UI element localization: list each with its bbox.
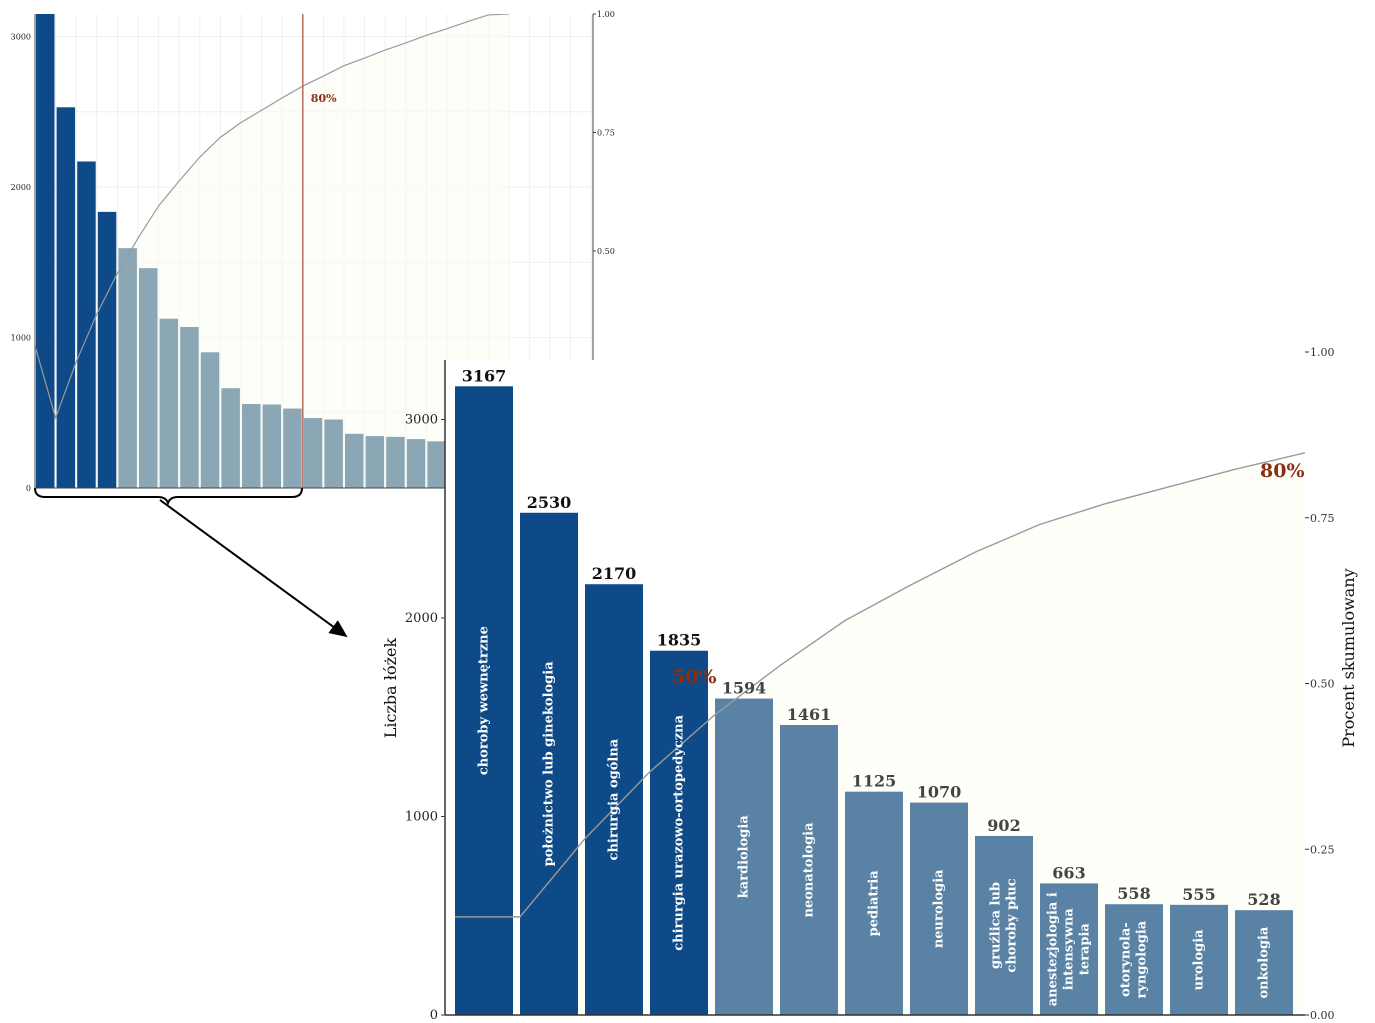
detail-y-tick-label: 1000 <box>405 809 438 824</box>
detail-category-label: ryngologia <box>1135 920 1150 998</box>
detail-category-label: pediatria <box>867 870 882 937</box>
detail-y2-tick-label: 0.75 <box>1310 512 1335 525</box>
detail-y2-axis-title: Procent skumulowany <box>1339 568 1358 747</box>
detail-y2-tick-label: 0.00 <box>1310 1009 1335 1022</box>
overview-bar <box>345 434 364 488</box>
detail-y-tick-label: 3000 <box>405 412 438 427</box>
overview-bar <box>283 409 302 488</box>
detail-value-label: 3167 <box>462 366 507 385</box>
detail-chart: 3167 2530 2170 1835 1594 1461 1125 1070 902 663 55… <box>381 346 1358 1023</box>
detail-category-label: anestezjologia i <box>1046 892 1061 1006</box>
overview-bar <box>201 352 220 488</box>
detail-category-label: kardiologia <box>737 815 752 899</box>
overview-y2-tick-label: 0.75 <box>597 129 615 138</box>
detail-y2-tick-label: 1.00 <box>1310 346 1335 359</box>
detail-category-label: choroby wewnętrzne <box>477 626 492 775</box>
detail-category-label: onkologia <box>1257 926 1272 998</box>
detail-category-label: chirurgia ogólna <box>607 738 622 860</box>
overview-y-ticks: 0 1000 2000 3000 <box>11 33 31 493</box>
detail-value-label: 2530 <box>527 493 572 512</box>
detail-value-label: 1070 <box>917 783 962 802</box>
detail-y-axis-title: Liczba łóżek <box>381 637 400 738</box>
overview-80-label: 80% <box>311 92 337 105</box>
detail-value-label: 528 <box>1247 890 1280 909</box>
overview-bar <box>57 107 76 488</box>
detail-category-label: choroby płuc <box>1005 878 1020 972</box>
detail-category-label: otorynola- <box>1119 922 1134 997</box>
detail-value-label: 902 <box>987 816 1020 835</box>
overview-bar <box>263 404 282 488</box>
detail-category-label: gruźlica lub <box>989 882 1004 969</box>
overview-bar <box>366 436 385 488</box>
detail-value-label: 1594 <box>722 679 767 698</box>
detail-category-label: położnictwo lub ginekologia <box>542 661 557 867</box>
overview-y-tick-label: 3000 <box>11 33 31 42</box>
detail-value-label: 1125 <box>852 772 897 791</box>
overview-bar <box>242 404 261 488</box>
detail-y-tick-label: 0 <box>430 1008 438 1023</box>
zoom-arrow <box>160 500 346 636</box>
overview-bar <box>118 248 136 488</box>
detail-50-annotation: 50% <box>672 666 717 688</box>
overview-bar <box>77 161 96 488</box>
overview-bar <box>407 439 426 488</box>
overview-bar <box>427 441 446 488</box>
overview-bar <box>98 212 117 488</box>
overview-bar <box>304 418 323 488</box>
detail-y-ticks: 0 1000 2000 3000 <box>405 412 445 1023</box>
detail-category-label: intensywna <box>1062 908 1077 991</box>
detail-value-label: 555 <box>1182 885 1215 904</box>
overview-bar <box>160 319 179 488</box>
detail-value-label: 2170 <box>592 564 637 583</box>
overview-bar <box>180 327 199 488</box>
overview-bar <box>221 388 240 488</box>
overview-y2-tick-label: 1.00 <box>597 10 615 19</box>
detail-value-label: 663 <box>1052 863 1085 882</box>
detail-category-label: chirurgia urazowo-ortopedyczna <box>672 714 687 950</box>
detail-category-label: terapia <box>1078 923 1093 976</box>
overview-bar <box>386 437 405 488</box>
detail-y2-tick-label: 0.50 <box>1310 678 1335 691</box>
detail-category-label: neurologia <box>932 869 947 948</box>
detail-80-annotation: 80% <box>1260 460 1305 482</box>
detail-y-tick-label: 2000 <box>405 611 438 626</box>
detail-value-label: 1835 <box>657 631 702 650</box>
detail-y2-tick-label: 0.25 <box>1310 843 1335 856</box>
overview-bar <box>36 11 55 488</box>
detail-value-label: 1461 <box>787 705 832 724</box>
selection-brace <box>35 488 302 503</box>
overview-y2-tick-label: 0.50 <box>597 247 615 256</box>
overview-y-tick-label: 0 <box>26 484 31 493</box>
overview-y-tick-label: 2000 <box>11 183 31 192</box>
detail-category-label: urologia <box>1192 929 1207 991</box>
detail-value-label: 558 <box>1117 884 1150 903</box>
overview-bar <box>324 420 343 488</box>
overview-y-tick-label: 1000 <box>11 334 31 343</box>
overview-bar <box>139 268 158 488</box>
detail-y2-ticks: 0.00 0.25 0.50 0.75 1.00 <box>1305 346 1335 1022</box>
detail-category-label: neonatologia <box>802 822 817 918</box>
overview-y2-ticks: 0.50 0.75 1.00 <box>593 10 615 256</box>
